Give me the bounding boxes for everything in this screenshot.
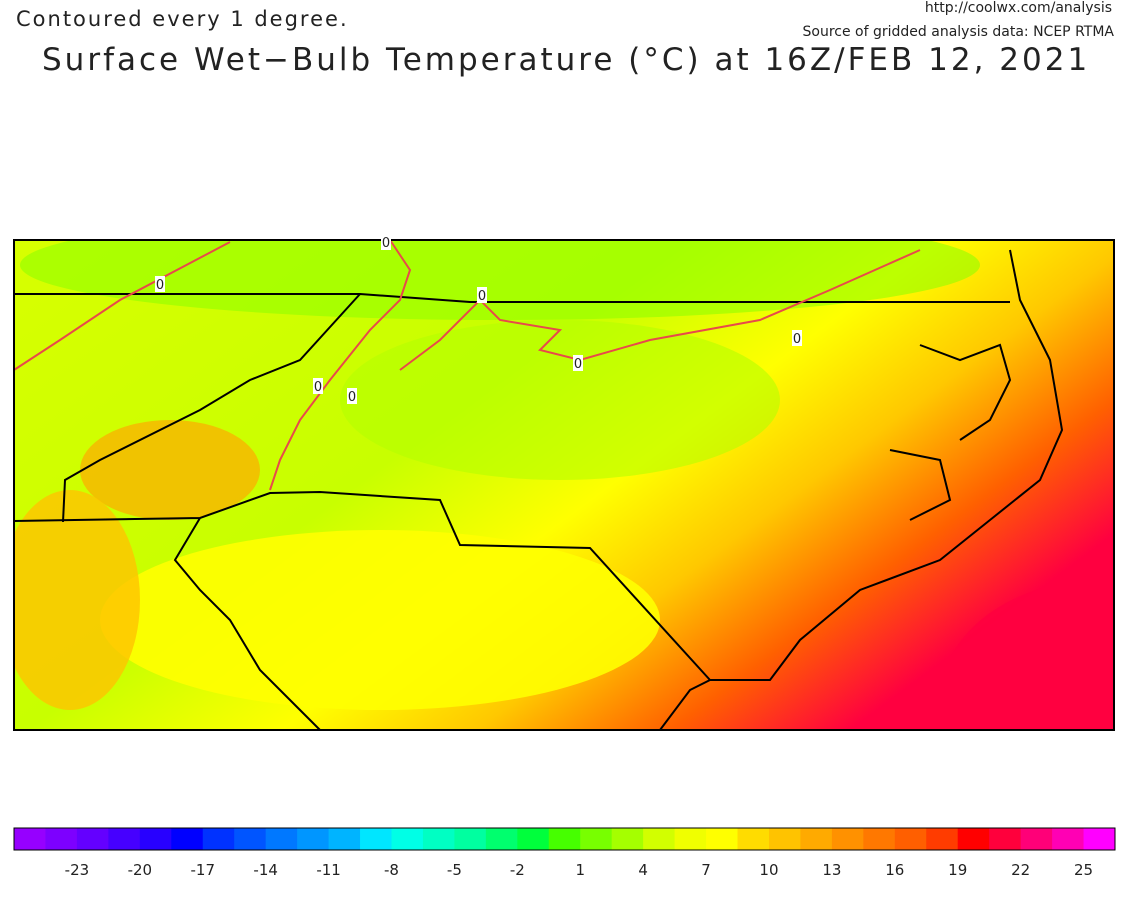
field: [100, 530, 660, 710]
colorbar-box: [76, 828, 109, 850]
colorbar-box: [45, 828, 78, 850]
zero-contour: [14, 240, 921, 491]
colorbar-box: [580, 828, 613, 850]
map-frame: [13, 239, 1115, 731]
colorbar-box: [517, 828, 550, 850]
colorbar-box: [989, 828, 1022, 850]
colorbar-box: [108, 828, 141, 850]
colorbar-box: [360, 828, 392, 850]
colorbar-box: [297, 828, 330, 850]
colorbar-box: [1052, 828, 1085, 850]
colorbar-box: [737, 828, 770, 850]
colorbar-box: [202, 828, 235, 850]
colorbar-label: -17: [190, 861, 215, 879]
colorbar-box: [894, 828, 927, 850]
field: [20, 240, 980, 320]
colorbar-box: [643, 828, 676, 850]
source: Source of gridded analysis data: NCEP RT…: [803, 24, 1115, 40]
colorbar-box: [706, 828, 739, 850]
colorbar-box: [139, 828, 172, 850]
field: [80, 420, 260, 520]
colorbar-label: -8: [384, 861, 399, 879]
colorbar-box: [454, 828, 487, 850]
map: [14, 240, 1114, 730]
colorbar-box: [1020, 828, 1053, 850]
colorbar-label: 1: [575, 861, 585, 879]
colorbar-box: [768, 828, 801, 850]
colorbar-label: 7: [701, 861, 711, 879]
contour-label-box: [477, 287, 487, 303]
title: Surface Wet−Bulb Temperature (°C) at 16Z…: [42, 42, 1090, 78]
contour-label: 0: [478, 289, 486, 304]
colorbar-label: -2: [510, 861, 525, 879]
contour-label: 0: [382, 236, 390, 251]
colorbar-box: [234, 828, 267, 850]
colorbar-label: 10: [759, 861, 778, 879]
url: http://coolwx.com/analysis: [925, 0, 1112, 16]
colorbar-box: [14, 828, 46, 850]
field: [940, 580, 1114, 730]
colorbar-label: 22: [1011, 861, 1030, 879]
contour-label: 0: [348, 390, 356, 405]
colorbar-label: -14: [253, 861, 278, 879]
colorbar-box: [422, 828, 455, 850]
boundaries: [14, 249, 1064, 730]
colorbar-box: [926, 828, 959, 850]
contour-label: 0: [793, 332, 801, 347]
colorbar-box: [328, 828, 361, 850]
colorbar-frame: [13, 827, 1116, 851]
contour-label-box: [155, 276, 165, 292]
colorbar-box: [548, 828, 581, 850]
colorbar-box: [831, 828, 864, 850]
contour-label-box: [313, 378, 323, 394]
colorbar-box: [391, 828, 424, 850]
colorbar-label: -23: [65, 861, 90, 879]
colorbar-box: [863, 828, 896, 850]
colorbar-label: 13: [822, 861, 841, 879]
contour-label: 0: [314, 380, 322, 395]
field: [340, 320, 780, 480]
contour-label: 0: [156, 278, 164, 293]
colorbar-box: [1083, 828, 1116, 850]
note: Contoured every 1 degree.: [16, 7, 349, 31]
colorbar-label: 4: [638, 861, 648, 879]
field: [14, 490, 140, 710]
colorbar-box: [674, 828, 707, 850]
colorbar-label: 25: [1074, 861, 1093, 879]
colorbar-box: [800, 828, 833, 850]
colorbar-box: [265, 828, 298, 850]
colorbar-label: 16: [885, 861, 904, 879]
contour-label-box: [381, 234, 391, 250]
colorbar-label: 19: [948, 861, 967, 879]
colorbar-box: [485, 828, 518, 850]
contour-label-box: [347, 388, 357, 404]
colorbar-box: [957, 828, 990, 850]
colorbar-label: -5: [447, 861, 462, 879]
contour-label: 0: [574, 357, 582, 372]
colorbar-box: [611, 828, 644, 850]
colorbar-label: -20: [128, 861, 153, 879]
contour-label-box: [792, 330, 802, 346]
contour-label-box: [573, 355, 583, 371]
colorbar-label: -11: [316, 861, 341, 879]
colorbar-box: [171, 828, 204, 850]
